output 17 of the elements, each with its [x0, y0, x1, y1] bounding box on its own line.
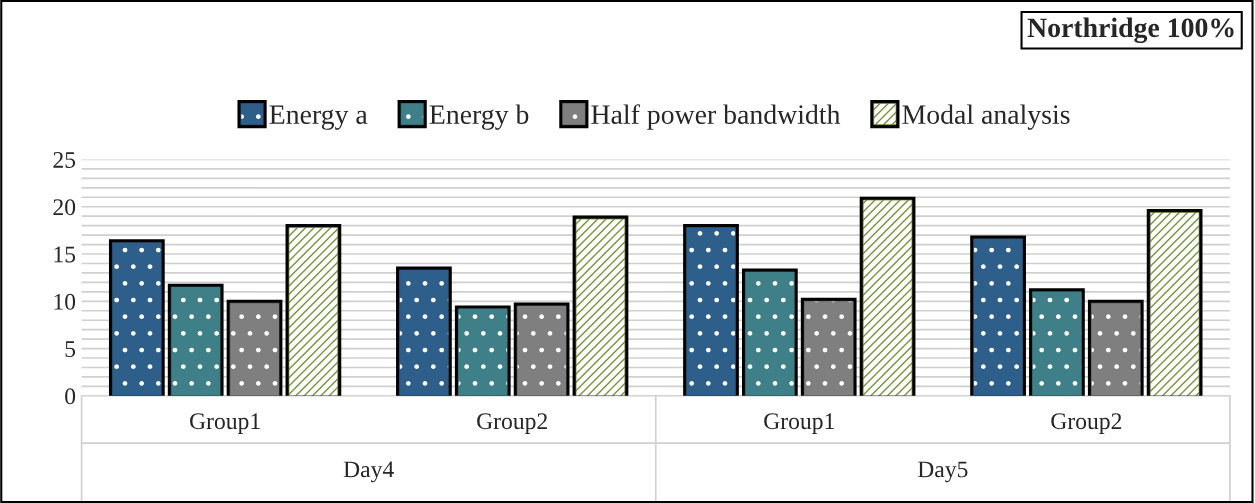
- y-tick-label: 5: [65, 341, 76, 357]
- legend-label: Modal analysis: [902, 104, 1070, 130]
- y-tick-label: 15: [54, 246, 76, 263]
- y-tick-label: 20: [53, 199, 76, 216]
- y-tick-label: 25: [53, 152, 76, 168]
- x-tick-label: Group2: [1051, 413, 1122, 434]
- y-tick-label: 10: [54, 293, 76, 310]
- text: Day5: [917, 461, 968, 483]
- legend-label: Energy a: [269, 105, 368, 130]
- text: Day4: [343, 461, 394, 483]
- x-tick-label: Group2: [477, 413, 547, 434]
- x-tick-label: Group1: [764, 413, 834, 434]
- y-tick-label: 0: [65, 388, 76, 405]
- legend-label: Half power bandwidth: [591, 104, 841, 130]
- legend-label: Energy b: [429, 104, 529, 130]
- chart-title: Northridge 100%: [1027, 17, 1234, 44]
- x-tick-label: Group1: [190, 413, 260, 434]
